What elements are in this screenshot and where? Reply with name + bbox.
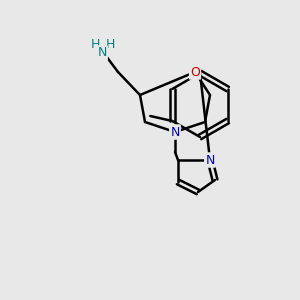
Text: H: H	[90, 38, 100, 50]
Text: N: N	[205, 154, 215, 166]
Text: O: O	[190, 65, 200, 79]
Text: H: H	[105, 38, 115, 50]
Text: N: N	[97, 46, 107, 59]
Text: N: N	[170, 125, 180, 139]
